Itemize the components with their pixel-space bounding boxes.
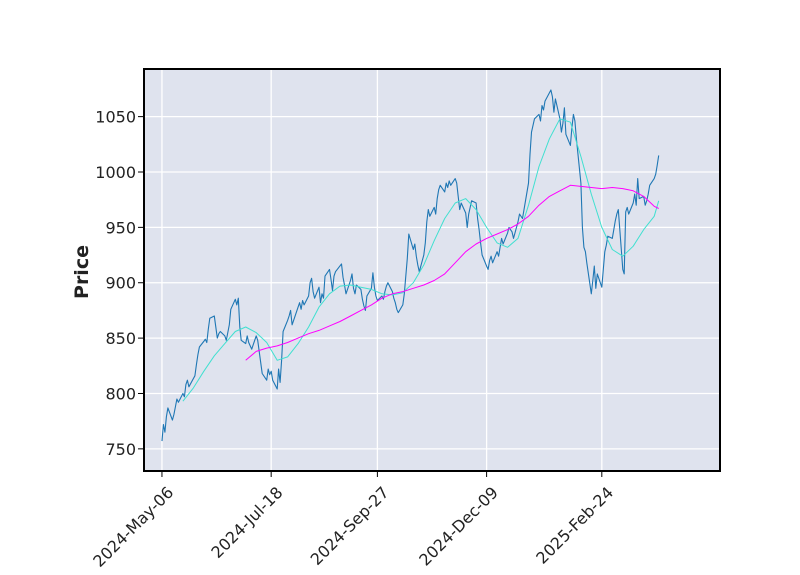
y-axis: 750 800 850 900 950 1000 1050 — [95, 108, 144, 459]
short-moving-average-line — [182, 118, 660, 402]
x-tick-label: 2024-Dec-09 — [415, 483, 502, 570]
y-tick-label: 850 — [105, 329, 136, 348]
y-tick-label: 1000 — [95, 163, 136, 182]
long-moving-average-line — [245, 184, 659, 361]
plot-frame — [143, 68, 721, 472]
y-tick-label: 800 — [105, 384, 136, 403]
x-tick-label: 2024-Jul-18 — [207, 483, 286, 562]
y-tick-label: 900 — [105, 274, 136, 293]
x-tick-label: 2025-Feb-24 — [532, 483, 617, 568]
x-tick-label: 2024-Sep-27 — [307, 483, 393, 569]
y-axis-label: Price — [71, 245, 93, 299]
y-tick-label: 1050 — [95, 108, 136, 127]
y-tick-label: 950 — [105, 218, 136, 237]
series-layer — [161, 89, 660, 442]
x-axis: 2024-May-06 2024-Jul-18 2024-Sep-27 2024-De… — [89, 471, 617, 571]
plot-background — [144, 69, 720, 471]
grid-lines — [144, 69, 720, 471]
price-line — [161, 89, 660, 442]
y-tick-label: 750 — [105, 440, 136, 459]
x-tick-label: 2024-May-06 — [89, 483, 177, 571]
